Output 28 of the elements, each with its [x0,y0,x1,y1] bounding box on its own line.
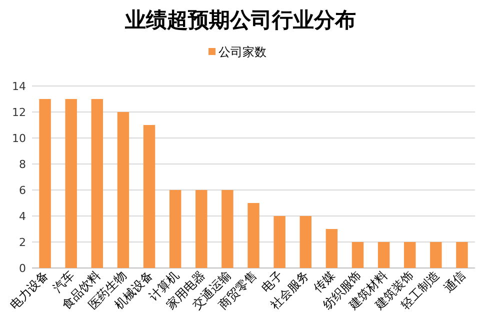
bar [326,229,338,268]
y-tick-label: 10 [12,132,26,145]
bar [196,190,208,268]
x-tick-label: 通信 [441,268,468,296]
y-tick-label: 4 [19,210,26,223]
y-tick-label: 0 [19,262,26,275]
y-tick-label: 2 [19,236,26,249]
y-tick-label: 14 [12,80,26,93]
bar [456,242,468,268]
legend-label: 公司家数 [218,45,266,59]
bar [39,99,51,268]
bar [378,242,390,268]
bar [352,242,364,268]
bar [143,125,156,268]
bar [274,216,286,268]
y-tick-label: 6 [19,184,26,197]
bar [430,242,442,268]
bar [65,99,77,268]
bar [300,216,312,268]
bar [222,190,234,268]
bar [248,203,260,268]
bar [404,242,416,268]
bar [169,190,182,268]
y-tick-label: 8 [19,158,26,171]
chart-title: 业绩超预期公司行业分布 [124,8,356,32]
bar [91,99,104,268]
y-tick-label: 12 [12,106,26,119]
bar [117,112,130,268]
